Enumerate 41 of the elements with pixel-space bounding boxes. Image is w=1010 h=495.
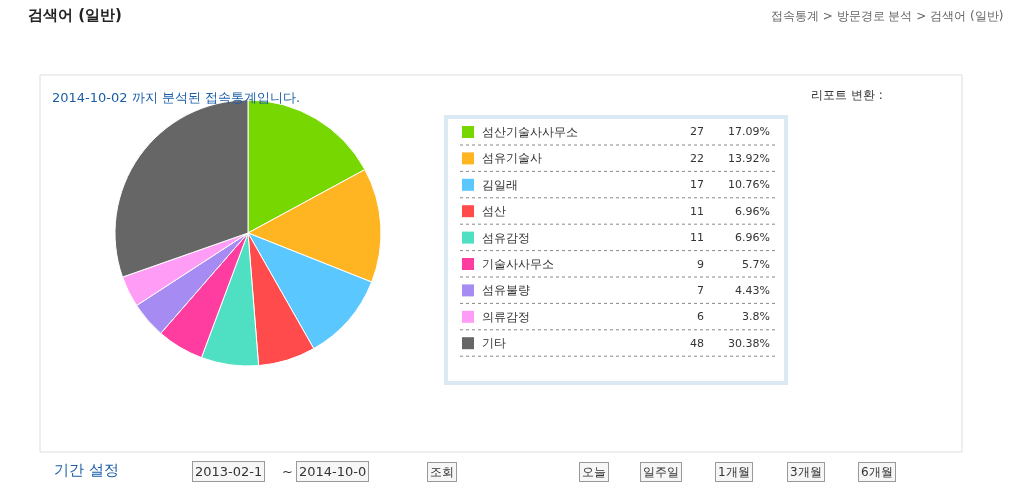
legend-label: 기타 — [482, 336, 506, 350]
text: 17 — [690, 178, 704, 191]
text: 리포트 변환 : — [811, 88, 883, 102]
text: 2013-02-1 — [195, 464, 263, 479]
legend-label: 섬유불량 — [482, 283, 530, 297]
legend-label: 의류감정 — [482, 310, 530, 324]
data-label: 3.8% — [742, 310, 770, 323]
text: 27 — [690, 125, 704, 138]
data-label: 4.43% — [735, 284, 770, 297]
text: 일주일 — [643, 465, 679, 479]
chart-title: 검색어 (일반) — [28, 6, 122, 24]
text: 3개월 — [790, 465, 822, 479]
data-label: 10.76% — [728, 178, 770, 191]
text: 11 — [690, 205, 704, 218]
data-label: 6.96% — [735, 231, 770, 244]
legend-label: 섬유감정 — [482, 231, 530, 245]
text: 7 — [697, 284, 704, 297]
text: ~ — [282, 464, 293, 479]
text: 48 — [690, 337, 704, 350]
text: 접속통계 > 방문경로 분석 > 검색어 (일반) — [771, 9, 1004, 23]
text: 조회 — [430, 465, 454, 479]
text: 6개월 — [861, 465, 893, 479]
legend-label: 섬산 — [482, 204, 506, 218]
text: 오늘 — [582, 465, 606, 479]
legend-label: 김일래 — [482, 178, 518, 192]
legend-label: 기술사사무소 — [482, 257, 554, 271]
chart-subtitle: 2014-10-02 까지 분석된 접속통계입니다. — [52, 90, 301, 105]
text: 2014-10-0 — [299, 464, 367, 479]
text: 1개월 — [718, 465, 750, 479]
data-label: 6.96% — [735, 205, 770, 218]
text: 기간 설정 — [54, 461, 119, 479]
data-label: 5.7% — [742, 258, 770, 271]
data-label: 13.92% — [728, 152, 770, 165]
data-label: 17.09% — [728, 125, 770, 138]
legend-label: 섬유기술사 — [482, 151, 542, 165]
text: 9 — [697, 258, 704, 271]
data-label: 30.38% — [728, 337, 770, 350]
text: 6 — [697, 310, 704, 323]
text: 22 — [690, 152, 704, 165]
legend-label: 섬산기술사사무소 — [482, 125, 578, 139]
text: 11 — [690, 231, 704, 244]
